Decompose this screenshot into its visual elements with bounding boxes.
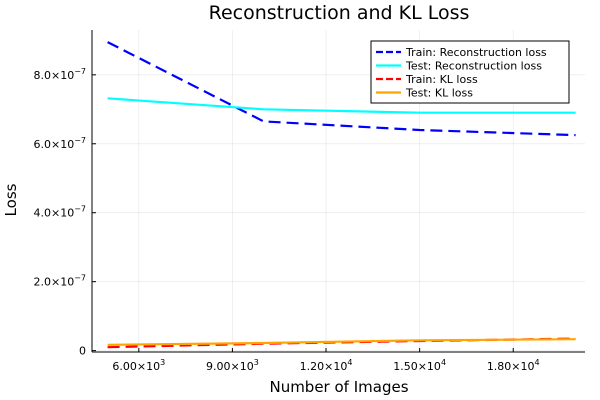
series-line-1 xyxy=(107,41,576,137)
y-tick-label: 6.0×10−7 xyxy=(33,136,86,151)
x-tick-label: 1.50×104 xyxy=(393,358,446,373)
y-tick-label: 4.0×10−7 xyxy=(33,205,86,220)
y-tick-label: 8.0×10−7 xyxy=(33,67,86,82)
series-lines xyxy=(107,41,576,349)
legend-label-2: Test: Reconstruction loss xyxy=(405,60,542,73)
x-tick-label: 1.80×104 xyxy=(487,358,540,373)
axis-ticks: 6.00×103 9.00×103 1.20×104 1.50×104 1.80×104… xyxy=(33,30,585,373)
legend-label-1: Train: Reconstruction loss xyxy=(405,46,547,59)
y-tick-label: 2.0×10−7 xyxy=(33,274,86,289)
series-line-4 xyxy=(107,338,576,346)
legend-label-4: Test: KL loss xyxy=(405,87,473,100)
legend-label-3: Train: KL loss xyxy=(405,73,478,86)
x-axis-label: Number of Images xyxy=(269,378,408,396)
chart-title: Reconstruction and KL Loss xyxy=(209,2,470,24)
y-tick-label: 0 xyxy=(79,345,86,358)
x-tick-label: 6.00×103 xyxy=(112,358,165,373)
y-axis-label: Loss xyxy=(2,183,20,216)
x-tick-label: 9.00×103 xyxy=(206,358,259,373)
legend-box xyxy=(370,40,570,104)
x-tick-label: 1.20×104 xyxy=(300,358,353,373)
series-line-2 xyxy=(107,97,576,114)
